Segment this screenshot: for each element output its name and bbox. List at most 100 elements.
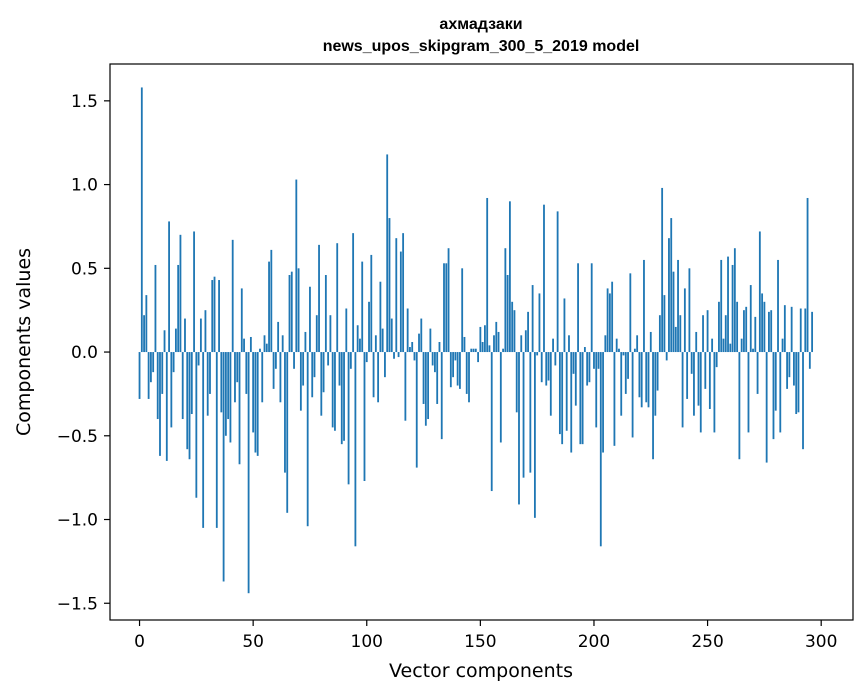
bar-245 bbox=[695, 331, 698, 353]
bar-159 bbox=[499, 352, 502, 443]
bar-27 bbox=[199, 318, 202, 353]
bar-13 bbox=[168, 221, 170, 353]
bar-224 bbox=[647, 352, 650, 408]
bar-190 bbox=[570, 352, 573, 453]
bar-243 bbox=[690, 352, 693, 374]
bar-191 bbox=[572, 352, 575, 374]
bar-219 bbox=[636, 335, 639, 353]
bar-272 bbox=[756, 352, 759, 394]
bar-255 bbox=[718, 301, 720, 353]
bar-164 bbox=[511, 301, 514, 353]
bar-170 bbox=[524, 330, 527, 353]
bar-71 bbox=[299, 352, 302, 411]
bar-106 bbox=[379, 281, 382, 353]
bar-257 bbox=[722, 338, 725, 353]
bar-251 bbox=[708, 352, 711, 409]
x-tick-label-100: 100 bbox=[351, 632, 383, 652]
bar-50 bbox=[252, 352, 255, 433]
bar-83 bbox=[327, 352, 330, 366]
bar-171 bbox=[527, 311, 529, 353]
bar-7 bbox=[154, 264, 157, 353]
bar-213 bbox=[622, 352, 625, 356]
bar-119 bbox=[409, 347, 411, 353]
bar-294 bbox=[806, 197, 809, 353]
bar-87 bbox=[336, 243, 339, 353]
bar-103 bbox=[372, 352, 375, 398]
bar-25 bbox=[195, 352, 198, 498]
bar-60 bbox=[274, 352, 277, 369]
bar-151 bbox=[481, 342, 484, 353]
bar-139 bbox=[454, 352, 457, 361]
bar-289 bbox=[795, 352, 798, 415]
bar-114 bbox=[397, 352, 400, 358]
bar-196 bbox=[583, 347, 586, 353]
bar-239 bbox=[681, 352, 684, 428]
bar-136 bbox=[447, 248, 450, 353]
bar-147 bbox=[472, 348, 475, 353]
bar-233 bbox=[668, 238, 670, 353]
y-tick-label-3: 0.0 bbox=[71, 343, 98, 363]
chart-title-line-1: ахмадзаки bbox=[439, 16, 522, 33]
bar-28 bbox=[202, 352, 205, 528]
bar-59 bbox=[272, 352, 275, 389]
bar-228 bbox=[656, 352, 659, 391]
bar-256 bbox=[720, 259, 723, 353]
bar-187 bbox=[563, 298, 566, 353]
x-tick-label-250: 250 bbox=[691, 632, 723, 652]
bar-45 bbox=[240, 288, 243, 353]
bar-38 bbox=[224, 352, 227, 436]
bar-137 bbox=[449, 352, 452, 388]
bar-163 bbox=[508, 201, 511, 353]
bar-218 bbox=[633, 348, 636, 353]
bar-253 bbox=[713, 352, 716, 433]
bar-46 bbox=[243, 338, 245, 353]
bar-43 bbox=[236, 352, 239, 383]
bar-15 bbox=[172, 352, 175, 373]
bar-176 bbox=[538, 293, 541, 353]
bar-222 bbox=[643, 259, 645, 353]
bar-146 bbox=[470, 348, 473, 353]
bar-188 bbox=[565, 352, 568, 431]
bar-296 bbox=[811, 311, 814, 353]
bar-112 bbox=[393, 352, 395, 359]
bar-49 bbox=[249, 336, 252, 353]
bar-80 bbox=[320, 352, 323, 416]
bar-66 bbox=[288, 275, 291, 353]
bar-18 bbox=[179, 234, 182, 353]
bar-123 bbox=[418, 333, 420, 353]
bar-51 bbox=[254, 352, 257, 453]
bar-86 bbox=[334, 352, 336, 431]
bar-55 bbox=[263, 335, 266, 353]
bar-14 bbox=[170, 352, 173, 428]
bar-281 bbox=[777, 259, 779, 353]
bar-276 bbox=[765, 352, 768, 463]
bar-212 bbox=[620, 352, 623, 416]
bar-193 bbox=[577, 263, 579, 353]
bar-61 bbox=[277, 321, 280, 353]
bar-93 bbox=[349, 352, 352, 369]
x-tick-label-50: 50 bbox=[242, 632, 264, 652]
bar-3 bbox=[145, 295, 148, 353]
bar-84 bbox=[329, 315, 332, 353]
bar-11 bbox=[163, 330, 166, 353]
bar-122 bbox=[415, 352, 418, 468]
bar-217 bbox=[631, 352, 634, 438]
bar-152 bbox=[483, 325, 486, 353]
bar-275 bbox=[763, 301, 766, 353]
bar-44 bbox=[238, 352, 241, 465]
bar-37 bbox=[222, 352, 225, 582]
bar-113 bbox=[395, 238, 398, 353]
bar-207 bbox=[608, 293, 611, 353]
bar-283 bbox=[781, 338, 784, 353]
bar-167 bbox=[518, 352, 520, 505]
bar-227 bbox=[654, 352, 657, 416]
bar-24 bbox=[193, 231, 195, 353]
y-tick-label-4: 0.5 bbox=[71, 259, 98, 279]
bar-273 bbox=[758, 231, 761, 353]
bar-197 bbox=[586, 352, 589, 386]
bar-153 bbox=[486, 197, 489, 353]
bar-223 bbox=[645, 352, 648, 403]
bar-287 bbox=[790, 306, 793, 353]
plot-frame bbox=[109, 63, 854, 621]
